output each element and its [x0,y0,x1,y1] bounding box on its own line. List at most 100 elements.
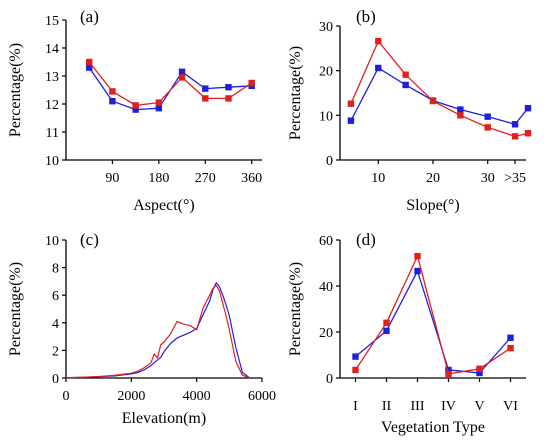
data-point-red [476,365,483,372]
panel-label: (d) [356,230,376,249]
y-tick-label: 14 [45,42,59,57]
x-axis-label: Aspect(°) [133,197,194,214]
data-point-blue [109,98,116,105]
data-point-red [445,370,452,378]
x-tick-label: 6000 [248,389,276,404]
data-point-red [524,130,532,137]
series-line-blue [65,282,250,379]
data-point-blue [347,117,355,124]
x-tick-label: VI [503,399,518,414]
series-line-blue [350,67,529,125]
data-point-blue [132,106,139,113]
data-point-blue [511,121,519,128]
data-point-red [347,100,355,107]
data-point-red [414,252,421,260]
x-tick-label: IV [441,399,456,414]
y-tick-label: 20 [319,326,333,341]
data-point-blue [402,81,409,89]
data-point-red [429,97,437,105]
data-point-red [507,344,514,352]
y-axis-label: Percentage(%) [7,262,24,356]
y-tick-label: 15 [45,14,59,29]
y-tick-label: 12 [45,98,59,113]
data-point-blue [202,85,209,92]
y-tick-label: 2 [52,344,59,359]
data-point-blue [445,366,452,374]
x-tick-label: 180 [148,171,169,186]
y-tick-label: 6 [52,289,59,304]
y-tick-label: 0 [52,372,59,387]
data-point-red [402,71,409,78]
data-point-red [178,74,186,81]
y-axis-label: Percentage(%) [7,43,24,137]
data-point-blue [178,68,186,75]
y-tick-label: 40 [319,280,333,295]
data-point-red [225,95,232,102]
data-point-blue [155,105,163,112]
x-tick-label: V [474,399,484,414]
y-tick-label: 30 [319,20,333,35]
y-tick-label: 10 [45,154,59,169]
y-tick-label: 4 [52,317,59,332]
series-line-red [354,255,511,375]
data-point-red [155,99,163,106]
x-axis-label: Elevation(m) [122,410,206,427]
y-tick-label: 10 [319,109,333,124]
panel-label: (b) [356,7,376,26]
y-tick-label: 13 [45,70,59,85]
x-tick-label: 270 [195,171,216,186]
x-axis-label: Slope(°) [406,197,460,214]
x-tick-label: I [353,399,358,414]
data-point-blue [86,64,93,71]
data-point-blue [352,353,359,360]
data-point-blue [414,267,421,275]
x-tick-label: 10 [371,171,385,186]
data-point-blue [375,64,382,72]
x-tick-label: >35 [504,171,526,186]
data-point-red [132,102,139,109]
panel-label: (c) [80,230,99,249]
data-point-blue [476,369,483,377]
x-tick-label: 90 [105,171,119,186]
x-axis-label: Vegetation Type [381,419,485,436]
x-tick-label: II [382,399,392,414]
chart-panel-c: 0 2 4 6 8 10 0 2000 4000 6000 Elevation(m) Percenta… [7,230,276,427]
data-point-red [202,95,209,102]
chart-panel-b: 0 10 20 30 10 20 30 >35 Slope(°) Percentage(%) (b) [287,7,532,214]
data-point-red [109,88,116,95]
data-point-blue [225,84,232,91]
x-tick-label: 30 [481,171,495,186]
y-axis-label: Percentage(%) [287,262,304,356]
x-tick-label: 2000 [117,389,145,404]
x-tick-label: 4000 [183,389,211,404]
data-point-red [86,58,93,66]
y-tick-label: 20 [319,65,333,80]
y-tick-label: 8 [52,262,59,277]
panel-label: (a) [80,7,99,26]
data-point-blue [457,106,464,113]
data-point-red [484,124,491,131]
data-point-blue [484,113,491,120]
x-tick-label: 0 [63,389,70,404]
series-line-blue [355,270,511,374]
data-point-red [352,366,359,374]
data-point-blue [507,334,514,341]
data-point-red [248,79,255,87]
data-point-blue [524,104,532,112]
y-tick-label: 0 [326,154,333,169]
y-axis-label: Percentage(%) [287,46,304,140]
data-point-blue [383,327,390,335]
chart-panel-a: 10 11 12 13 14 15 90 180 270 360 Aspect(°) Percenta… [7,7,262,214]
y-tick-label: 60 [319,234,333,249]
series-line-red [88,61,253,107]
y-tick-label: 10 [45,234,59,249]
data-point-red [457,112,464,119]
x-tick-label: 360 [241,171,262,186]
series-line-red [65,284,250,379]
x-tick-label: 20 [426,171,440,186]
y-tick-label: 0 [326,372,333,387]
data-point-red [383,319,390,326]
data-point-red [511,133,519,140]
